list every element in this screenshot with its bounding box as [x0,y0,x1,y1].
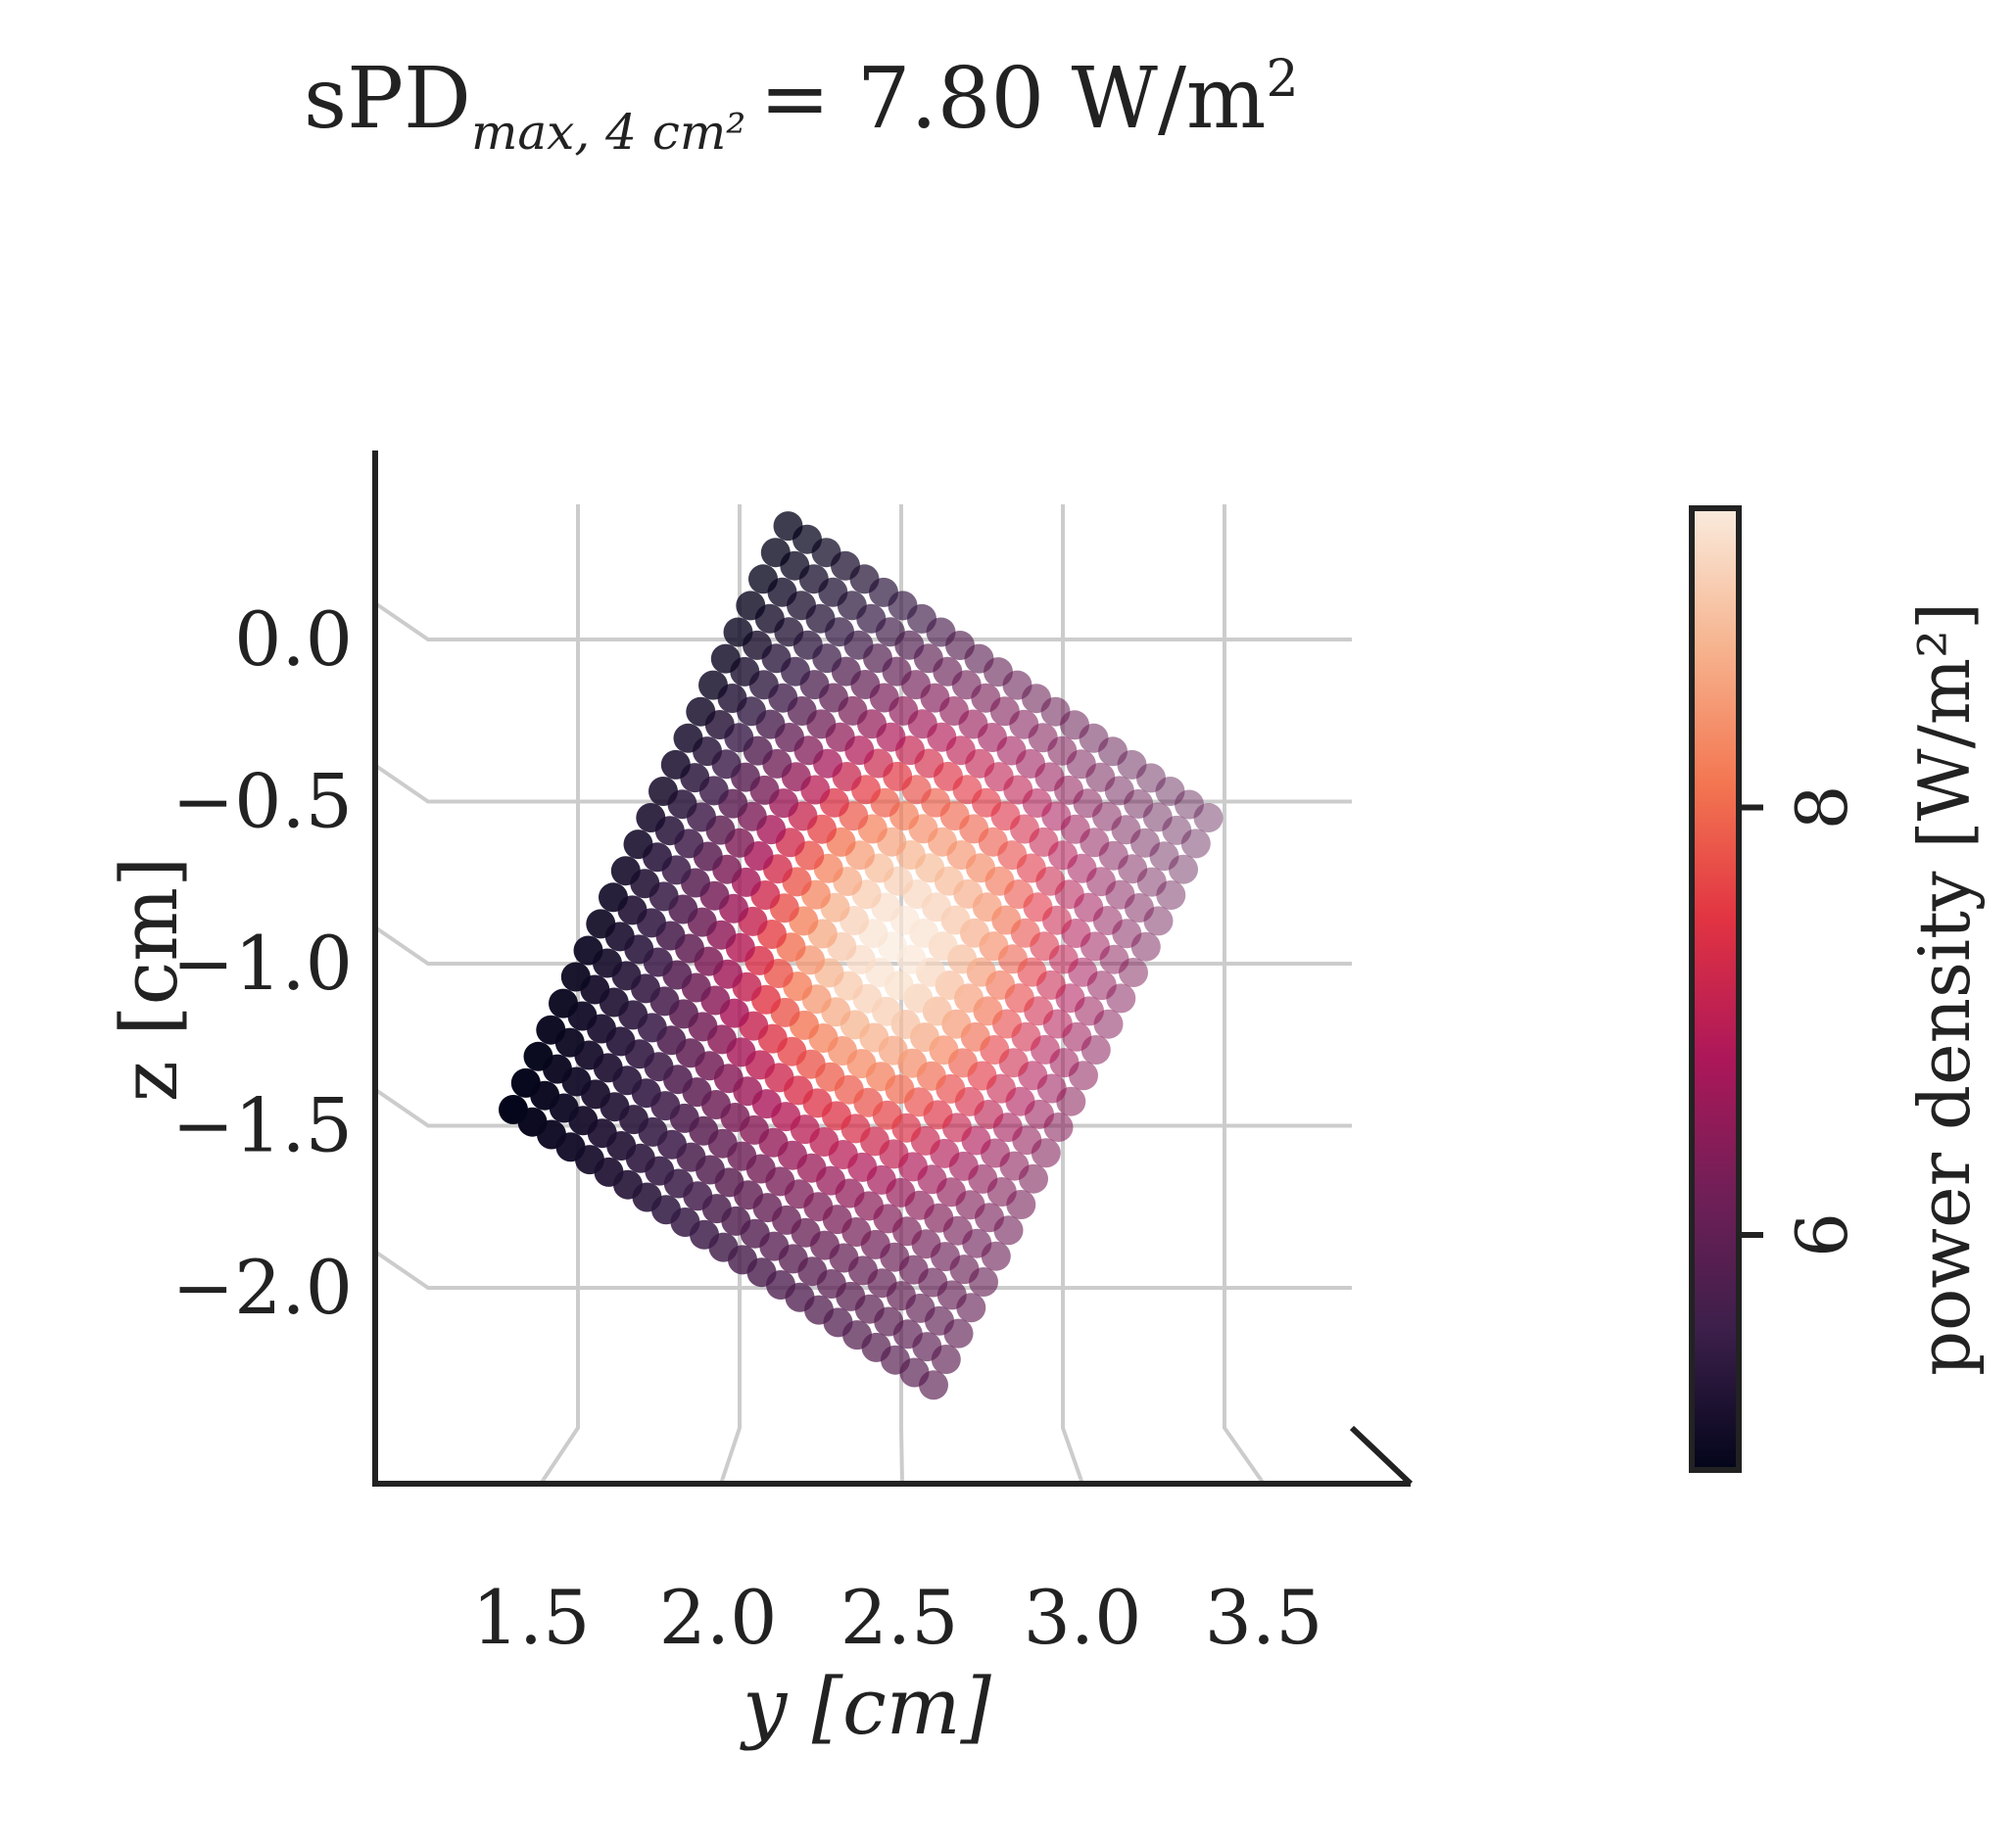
x-tick-label: 2.5 [840,1574,959,1661]
x-tick-label: 3.5 [1205,1574,1323,1661]
scatter-point [499,1095,528,1124]
z-tick-label: −1.5 [171,1082,353,1169]
colorbar: 68 power density [W/m²] [1689,505,1986,1473]
scatter-point [660,749,691,780]
scatter-points [499,511,1224,1400]
grid-line-horizontal [373,601,1352,641]
x-tick-label: 1.5 [472,1574,591,1661]
x-axis-label: y [cm] [740,1661,992,1752]
scatter-point [698,670,728,700]
grid-line-vertical [1223,504,1266,1486]
scatter-point [549,988,578,1019]
scatter-point [1193,803,1224,832]
colorbar-label: power density [W/m²] [1903,602,1986,1376]
scatter-point [773,511,803,542]
colorbar-frame [1689,505,1742,1473]
scatter-point [1169,854,1198,884]
scatter-point [560,962,591,992]
title-suffix: = 7.80 W/m [759,50,1266,148]
scatter-point [723,617,753,647]
scatter-point [536,1015,566,1045]
colorbar-tick-label: 8 [1781,785,1863,830]
axes [372,450,1414,1487]
scatter-point [710,643,741,674]
z-tick-labels: 0.0 −0.5 −1.0 −1.5 −2.0 [171,595,353,1331]
scatter-point [523,1041,553,1071]
scatter-point [636,803,666,832]
title-superscript: 2 [1266,50,1298,109]
scatter-point [586,909,616,939]
title-prefix: sPD [304,50,471,148]
scatter-point [760,538,791,568]
scatter-point [748,564,778,594]
scatter-point [686,696,716,727]
scatter-point [673,723,703,753]
scatter-point [1175,789,1204,820]
scatter-point [1180,829,1211,859]
scatter-point [736,591,766,621]
scatter-point [510,1067,541,1098]
y-axis-label: z [cm] [104,857,195,1103]
chart-title: sPDmax, 4 cm² = 7.80 W/m2 [304,50,1299,161]
title-subscript: max, 4 cm² [471,104,745,161]
y-tick-labels: 1.5 2.0 2.5 3.0 3.5 [472,1574,1323,1661]
scatter-point [623,829,653,860]
x-tick-label: 3.0 [1024,1574,1142,1661]
z-tick-label: −0.5 [171,758,353,845]
scatter-point [573,935,603,966]
scatter-point [610,856,641,886]
z-tick-label: −2.0 [171,1244,353,1331]
scatter-point [1155,777,1185,806]
grid-line-vertical [539,504,580,1486]
z-tick-label: −1.0 [171,920,353,1007]
colorbar-tick-label: 6 [1781,1212,1863,1257]
z-tick-label: 0.0 [234,595,353,683]
scatter-point [1162,815,1192,845]
scatter-point [1156,880,1186,910]
grid-line-horizontal [373,1250,1352,1290]
x-tick-label: 2.0 [659,1574,778,1661]
scatter-point [599,882,628,913]
colorbar-fill [1692,508,1739,1470]
colorbar-ticks: 68 [1739,785,1863,1257]
x-axis-stub [1349,1425,1414,1487]
scatter-point [648,777,678,806]
